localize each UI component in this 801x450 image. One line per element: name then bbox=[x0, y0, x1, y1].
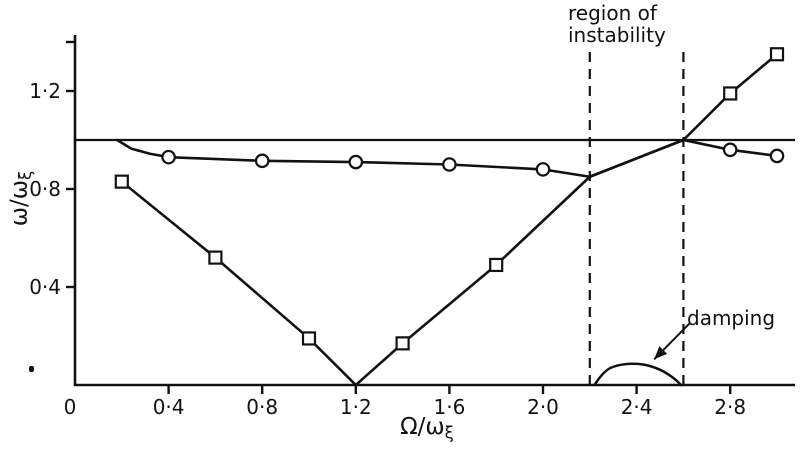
x-tick-label: 1·2 bbox=[340, 395, 372, 419]
square-marker bbox=[723, 86, 738, 101]
x-axis-title-subscript: ξ bbox=[444, 423, 454, 443]
circle-marker bbox=[722, 142, 738, 158]
series-line-square bbox=[120, 52, 779, 387]
x-tick-label: 2·4 bbox=[621, 395, 653, 419]
circle-marker bbox=[769, 148, 785, 164]
x-tick-label: 0·4 bbox=[153, 395, 185, 419]
y-axis-title-subscript: ξ bbox=[16, 170, 36, 180]
region-of-instability-label: region of instability bbox=[568, 1, 666, 47]
print-artifact-dot bbox=[29, 366, 34, 372]
y-axis-title: ω/ωξ bbox=[6, 154, 36, 244]
circle-marker bbox=[254, 153, 270, 169]
damping-label: damping bbox=[687, 306, 776, 330]
circle-marker bbox=[161, 149, 176, 165]
origin-tick-label: 0 bbox=[64, 395, 77, 419]
square-marker bbox=[769, 47, 785, 62]
series-line-none bbox=[593, 362, 683, 387]
y-tick-label: 0·8 bbox=[29, 177, 61, 201]
y-axis-title-main: ω/ω bbox=[6, 179, 33, 227]
series-line-circle bbox=[115, 138, 779, 179]
damping-arrowhead bbox=[654, 346, 668, 360]
y-tick-label: 1·2 bbox=[29, 79, 61, 103]
x-tick-label: 2·8 bbox=[714, 395, 746, 419]
x-axis-title: Ω/ωξ bbox=[357, 414, 497, 443]
circle-marker bbox=[348, 154, 364, 170]
square-marker bbox=[208, 250, 223, 265]
square-marker bbox=[489, 257, 504, 273]
square-marker bbox=[114, 174, 129, 189]
x-tick-label: 0·8 bbox=[246, 395, 278, 419]
x-axis-title-main: Ω/ω bbox=[400, 414, 445, 440]
x-tick-label: 2·0 bbox=[527, 395, 559, 419]
square-marker bbox=[395, 336, 410, 351]
y-tick-label: 0·4 bbox=[29, 275, 61, 299]
circle-marker bbox=[535, 162, 551, 177]
square-marker bbox=[301, 331, 317, 346]
circle-marker bbox=[442, 157, 457, 172]
x-tick-label: 1·6 bbox=[433, 395, 465, 419]
